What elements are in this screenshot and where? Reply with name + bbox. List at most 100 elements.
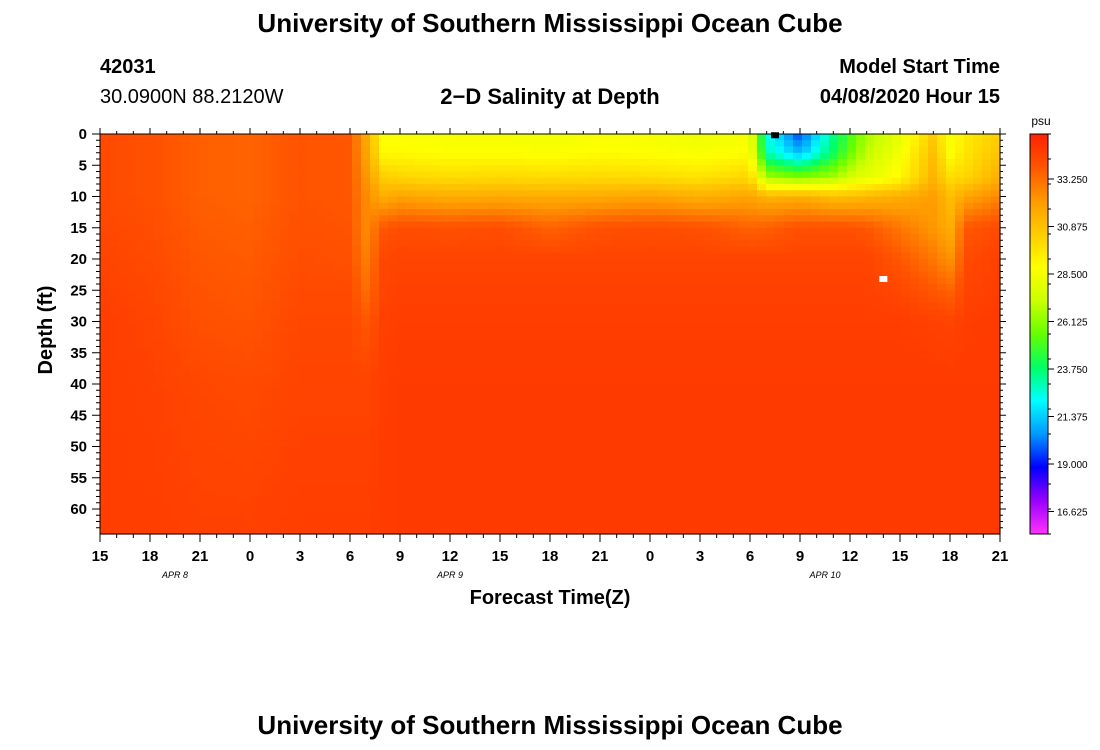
heatmap-cell (919, 152, 929, 160)
heatmap-cell (388, 165, 398, 173)
heatmap-cell (964, 290, 974, 298)
heatmap-cell (685, 402, 695, 410)
heatmap-cell (568, 271, 578, 279)
heatmap-cell (847, 290, 857, 298)
heatmap-cell (793, 359, 803, 366)
heatmap-cell (298, 259, 308, 266)
heatmap-cell (469, 159, 479, 166)
heatmap-cell (838, 221, 848, 229)
heatmap-cell (811, 390, 821, 398)
heatmap-cell (433, 396, 443, 404)
heatmap-cell (100, 346, 110, 354)
heatmap-cell (901, 146, 911, 154)
heatmap-cell (622, 134, 632, 141)
heatmap-cell (154, 227, 164, 235)
heatmap-cell (325, 177, 335, 185)
heatmap-cell (937, 177, 947, 185)
heatmap-cell (442, 359, 452, 366)
heatmap-cell (910, 321, 920, 329)
heatmap-cell (271, 171, 281, 179)
heatmap-cell (262, 202, 272, 210)
heatmap-cell (901, 377, 911, 385)
heatmap-cell (910, 396, 920, 404)
heatmap-cell (874, 346, 884, 354)
heatmap-cell (199, 409, 209, 416)
heatmap-cell (649, 315, 659, 323)
heatmap-cell (946, 402, 956, 410)
heatmap-cell (388, 259, 398, 266)
heatmap-cell (352, 215, 362, 223)
heatmap-cell (712, 302, 722, 310)
heatmap-cell (559, 290, 569, 298)
heatmap-cell (910, 409, 920, 416)
heatmap-cell (496, 171, 506, 179)
heatmap-cell (874, 246, 884, 254)
heatmap-cell (334, 277, 344, 285)
heatmap-cell (964, 340, 974, 348)
heatmap-cell (523, 259, 533, 266)
heatmap-cell (208, 365, 218, 373)
heatmap-cell (847, 252, 857, 260)
heatmap-cell (289, 159, 299, 166)
heatmap-cell (532, 259, 542, 266)
heatmap-cell (955, 421, 965, 429)
heatmap-cell (433, 240, 443, 248)
heatmap-cell (226, 434, 236, 441)
heatmap-cell (208, 246, 218, 254)
heatmap-cell (919, 171, 929, 179)
heatmap-cell (892, 196, 902, 204)
heatmap-cell (937, 352, 947, 360)
heatmap-cell (955, 152, 965, 160)
heatmap-cell (136, 371, 146, 379)
heatmap-cell (847, 396, 857, 404)
heatmap-cell (748, 252, 758, 260)
heatmap-cell (622, 240, 632, 248)
heatmap-cell (271, 384, 281, 391)
heatmap-cell (541, 321, 551, 329)
heatmap-cell (163, 302, 173, 310)
heatmap-cell (469, 209, 479, 216)
heatmap-cell (271, 321, 281, 329)
heatmap-cell (757, 134, 767, 141)
heatmap-cell (919, 252, 929, 260)
heatmap-cell (343, 334, 353, 341)
heatmap-cell (244, 409, 254, 416)
heatmap-cell (136, 140, 146, 148)
heatmap-cell (532, 227, 542, 235)
heatmap-cell (208, 371, 218, 379)
heatmap-cell (505, 171, 515, 179)
heatmap-cell (415, 309, 425, 316)
heatmap-cell (559, 177, 569, 185)
heatmap-cell (424, 340, 434, 348)
heatmap-cell (568, 159, 578, 166)
heatmap-cell (856, 390, 866, 398)
heatmap-cell (784, 221, 794, 229)
heatmap-cell (685, 184, 695, 191)
heatmap-cell (397, 234, 407, 241)
heatmap-cell (658, 402, 668, 410)
heatmap-cell (433, 196, 443, 204)
heatmap-cell (928, 140, 938, 148)
heatmap-cell (370, 177, 380, 185)
heatmap-cell (109, 440, 119, 448)
heatmap-cell (487, 259, 497, 266)
heatmap-cell (316, 221, 326, 229)
heatmap-cell (253, 290, 263, 298)
heatmap-cell (415, 340, 425, 348)
heatmap-cell (595, 365, 605, 373)
heatmap-cell (955, 190, 965, 198)
heatmap-cell (757, 246, 767, 254)
heatmap-cell (541, 290, 551, 298)
heatmap-cell (730, 315, 740, 323)
heatmap-cell (451, 302, 461, 310)
heatmap-cell (811, 252, 821, 260)
heatmap-cell (262, 215, 272, 223)
heatmap-cell (262, 327, 272, 335)
heatmap-cell (955, 346, 965, 354)
heatmap-cell (145, 377, 155, 385)
heatmap-cell (919, 265, 929, 273)
heatmap-cell (793, 134, 803, 141)
heatmap-cell (559, 352, 569, 360)
heatmap-cell (721, 277, 731, 285)
heatmap-cell (766, 421, 776, 429)
